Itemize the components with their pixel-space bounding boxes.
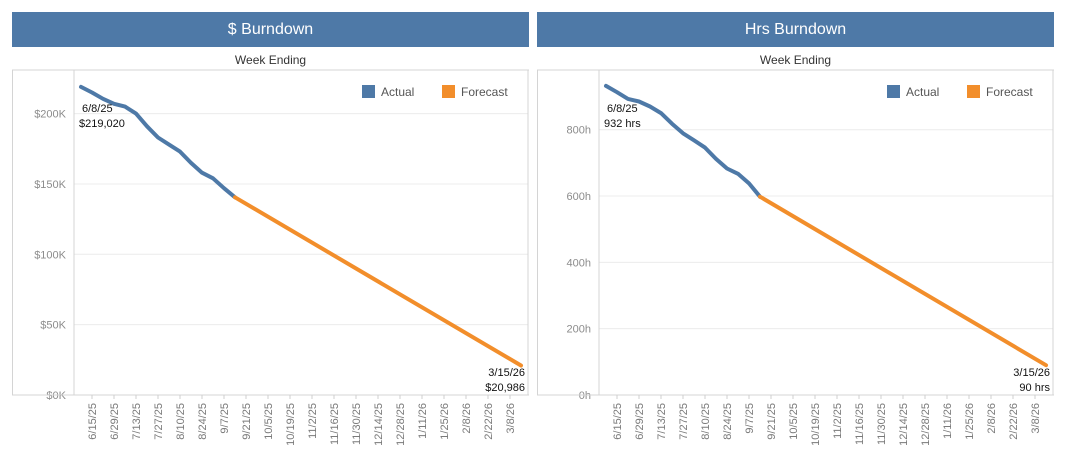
y-tick-label: 200h [567, 324, 591, 336]
x-tick-label: 3/8/26 [1030, 403, 1042, 434]
x-tick-label: 3/8/26 [505, 403, 517, 434]
legend-label-forecast: Forecast [986, 85, 1033, 99]
legend-swatch-forecast [442, 85, 455, 98]
x-tick-label: 10/19/25 [285, 403, 297, 446]
start-date-label: 6/8/25 [607, 103, 638, 115]
dollar-burndown-title: $ Burndown [12, 12, 529, 47]
end-value-label: $20,986 [485, 382, 525, 394]
dollar-burndown-panel: $ Burndown Week Ending $0K $50K $100K $150K $… [12, 12, 529, 457]
y-tick-label: 600h [567, 191, 591, 203]
x-tick-label: 6/15/25 [87, 403, 99, 440]
start-value-label: 932 hrs [604, 118, 641, 130]
dollar-burndown-chart: Week Ending $0K $50K $100K $150K $200K 6/15/25… [12, 53, 529, 446]
x-tick-label: 10/5/25 [263, 403, 275, 440]
y-tick-label: 0h [579, 390, 591, 402]
x-tick-label: 1/11/26 [417, 403, 429, 439]
x-tick-label: 2/22/26 [483, 403, 495, 440]
y-tick-label: $150K [34, 179, 66, 191]
series-line-actual [79, 84, 237, 200]
x-tick-label: 9/21/25 [766, 403, 778, 440]
x-tick-label: 2/8/26 [986, 403, 998, 434]
legend-label-actual: Actual [906, 85, 939, 99]
x-tick-label: 7/13/25 [656, 403, 668, 440]
hours-burndown-chart: Week Ending 0h 200h 400h 600h 800h 6/15/25 6/29… [537, 53, 1054, 446]
x-tick-label: 10/19/25 [810, 403, 822, 446]
x-tick-label: 11/2/25 [307, 403, 319, 439]
hours-burndown-title: Hrs Burndown [537, 12, 1054, 47]
x-tick-label: 7/27/25 [153, 403, 165, 440]
x-tick-label: 1/11/26 [942, 403, 954, 439]
x-tick-label: 11/30/25 [351, 403, 363, 445]
x-tick-label: 7/13/25 [131, 403, 143, 440]
x-tick-label: 8/24/25 [722, 403, 734, 440]
x-tick-label: 12/28/25 [920, 403, 932, 446]
series-line-actual [604, 83, 762, 199]
y-tick-label: $50K [40, 320, 66, 332]
y-tick-label: $200K [34, 109, 66, 121]
end-date-label: 3/15/26 [1013, 367, 1050, 379]
x-tick-label: 6/15/25 [612, 403, 624, 440]
legend-swatch-actual [887, 85, 900, 98]
hours-burndown-panel: Hrs Burndown Week Ending 0h 200h 400h 600h 80… [537, 12, 1054, 457]
series-line-forecast [758, 194, 1048, 368]
x-tick-label: 9/21/25 [241, 403, 253, 440]
x-tick-label: 11/16/25 [329, 403, 341, 445]
x-tick-label: 10/5/25 [788, 403, 800, 440]
x-tick-label: 9/7/25 [219, 403, 231, 434]
y-tick-label: $100K [34, 249, 66, 261]
y-tick-label: $0K [46, 390, 66, 402]
x-tick-label: 12/14/25 [373, 403, 385, 446]
x-tick-label: 11/2/25 [832, 403, 844, 439]
y-tick-label: 800h [567, 125, 591, 137]
x-tick-label: 12/14/25 [898, 403, 910, 446]
legend-label-actual: Actual [381, 85, 414, 99]
x-tick-label: 6/29/25 [634, 403, 646, 440]
x-tick-label: 11/30/25 [876, 403, 888, 445]
start-value-label: $219,020 [79, 118, 125, 130]
x-tick-label: 2/22/26 [1008, 403, 1020, 440]
legend-swatch-actual [362, 85, 375, 98]
x-tick-label: 7/27/25 [678, 403, 690, 440]
x-tick-label: 6/29/25 [109, 403, 121, 440]
x-axis-title: Week Ending [235, 53, 306, 67]
x-tick-label: 8/10/25 [175, 403, 187, 440]
end-value-label: 90 hrs [1019, 382, 1050, 394]
x-axis-title: Week Ending [760, 53, 831, 67]
x-tick-label: 1/25/26 [964, 403, 976, 440]
start-date-label: 6/8/25 [82, 103, 113, 115]
series-line-forecast [233, 195, 523, 368]
x-tick-label: 12/28/25 [395, 403, 407, 446]
legend-label-forecast: Forecast [461, 85, 508, 99]
legend-swatch-forecast [967, 85, 980, 98]
y-tick-label: 400h [567, 257, 591, 269]
end-date-label: 3/15/26 [488, 367, 525, 379]
x-tick-label: 9/7/25 [744, 403, 756, 434]
x-tick-label: 1/25/26 [439, 403, 451, 440]
x-tick-label: 8/24/25 [197, 403, 209, 440]
x-tick-label: 11/16/25 [854, 403, 866, 445]
x-tick-label: 2/8/26 [461, 403, 473, 434]
x-tick-label: 8/10/25 [700, 403, 712, 440]
